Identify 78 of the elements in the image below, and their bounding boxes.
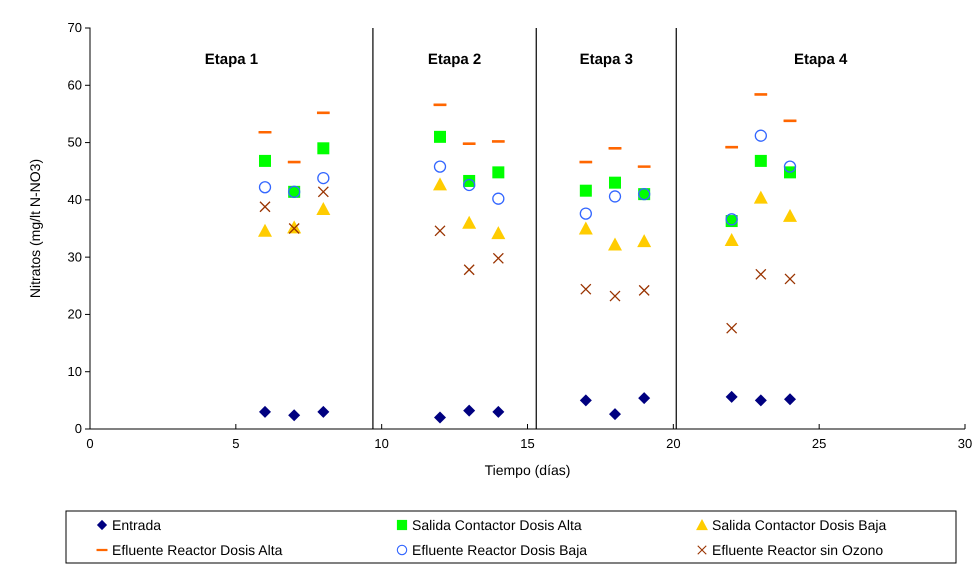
point: [580, 207, 592, 220]
point: [463, 404, 476, 417]
point: [609, 176, 621, 189]
point: [259, 154, 271, 167]
point: [492, 406, 504, 418]
point: [317, 172, 330, 184]
x-tick-label: 0: [86, 436, 94, 452]
legend-label: Efluente Reactor Dosis Baja: [412, 542, 588, 558]
point: [609, 408, 621, 420]
y-tick-label: 50: [68, 134, 82, 150]
annotation: Etapa 2: [428, 51, 482, 68]
point: [463, 178, 476, 192]
x-tick-label: 25: [812, 436, 826, 452]
point: [288, 409, 300, 422]
x-axis-title: Tiempo (días): [484, 462, 570, 478]
y-tick-label: 0: [74, 421, 82, 436]
legend-label: Efluente Reactor Dosis Alta: [112, 542, 283, 558]
point: [317, 142, 330, 154]
x-tick-label: 5: [232, 436, 240, 452]
point: [726, 390, 738, 403]
point: [638, 284, 650, 296]
point: [608, 190, 622, 203]
point: [609, 290, 621, 302]
point: [492, 192, 504, 205]
y-tick-label: 70: [68, 20, 82, 36]
annotation: Etapa 3: [580, 51, 633, 68]
x-tick-label: 20: [666, 436, 681, 452]
point: [754, 154, 767, 167]
point: [580, 394, 592, 406]
point: [784, 160, 796, 173]
y-tick-label: 10: [68, 364, 82, 379]
point: [580, 284, 592, 295]
point: [492, 252, 504, 264]
point: [754, 394, 767, 406]
point: [434, 160, 446, 173]
point: [783, 208, 797, 222]
point: [317, 406, 330, 418]
point: [434, 130, 446, 143]
point: [608, 238, 622, 251]
point: [434, 225, 446, 236]
point: [784, 273, 796, 285]
point: [433, 177, 447, 190]
point: [755, 268, 766, 280]
point: [258, 181, 272, 194]
point: [259, 406, 271, 418]
point: [316, 202, 330, 216]
x-tick-label: 10: [374, 436, 389, 452]
point: [259, 201, 271, 212]
y-axis-title: Nitratos (mg/lt N-NO3): [27, 158, 43, 298]
point: [492, 166, 504, 178]
x-tick-label: 30: [958, 436, 972, 452]
point: [491, 226, 506, 240]
point: [754, 190, 768, 204]
x-tick-label: 15: [520, 436, 535, 452]
point: [318, 186, 329, 198]
legend-label: Efluente Reactor sin Ozono: [712, 542, 884, 558]
annotation: Etapa 1: [204, 51, 258, 68]
y-tick-label: 40: [68, 192, 82, 208]
y-tick-label: 60: [68, 77, 82, 92]
y-tick-label: 30: [68, 249, 82, 264]
point: [580, 184, 592, 197]
point: [754, 130, 767, 142]
point: [784, 393, 796, 406]
legend-label: Salida Contactor Dosis Baja: [712, 517, 887, 533]
point: [258, 224, 272, 237]
legend-label: Salida Contactor Dosis Alta: [412, 517, 582, 533]
point: [464, 264, 475, 276]
y-tick-label: 20: [68, 306, 82, 322]
legend-label: Entrada: [112, 517, 162, 533]
point: [288, 222, 300, 234]
annotation: Etapa 4: [794, 51, 848, 68]
point: [638, 392, 650, 404]
point: [462, 216, 476, 229]
point: [726, 322, 738, 334]
point: [578, 222, 593, 234]
point: [434, 412, 446, 424]
point: [724, 232, 739, 246]
point: [637, 234, 652, 248]
